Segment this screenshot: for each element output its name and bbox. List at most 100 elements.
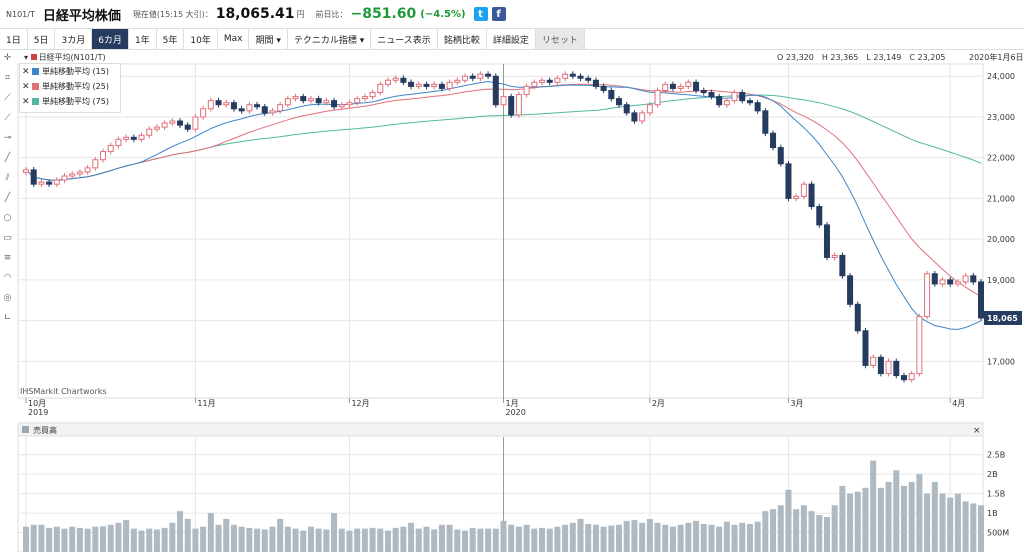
channel-icon[interactable]: ⫽ (5, 173, 10, 183)
candle-body (223, 102, 230, 106)
volume-bar (169, 522, 176, 552)
candle-body (739, 92, 746, 102)
volume-bar (53, 526, 60, 552)
prev-day-label: 前日比： (315, 9, 348, 19)
toolbar-item[interactable]: テクニカル指標 ▾ (288, 29, 372, 49)
legend-item[interactable]: ✕ 単純移動平均 (25) (20, 79, 120, 94)
toolbar-item[interactable]: 銘柄比較 (438, 29, 487, 49)
volume-bar (800, 505, 807, 552)
legend-label: 単純移動平均 (25) (42, 82, 109, 91)
volume-bar (400, 526, 407, 552)
x-tick-label: 10月 (28, 399, 46, 408)
volume-bar (785, 489, 792, 552)
last-price-label: 18,065 (987, 314, 1018, 323)
volume-bar (331, 513, 338, 552)
candle-body (261, 106, 268, 114)
ring-icon[interactable]: ◎ (3, 293, 12, 303)
volume-bar (369, 527, 376, 552)
toolbar-item[interactable]: 3カ月 (55, 29, 93, 49)
toolbar-item[interactable]: Max (218, 29, 250, 49)
crosshair-icon[interactable]: ✛ (3, 53, 12, 63)
candle-body (546, 79, 553, 83)
price-change-percent: (−4.5%) (420, 8, 466, 20)
candle-body (508, 96, 515, 116)
volume-bar (793, 509, 800, 552)
candle-body (777, 147, 784, 165)
axis-icon[interactable]: ∟ (3, 313, 12, 323)
legend-item[interactable]: ✕ 単純移動平均 (15) (20, 64, 120, 79)
volume-bar (577, 518, 584, 552)
volume-bar (438, 524, 445, 552)
candle-body (823, 224, 830, 258)
candle-body (23, 169, 29, 173)
toolbar-item[interactable]: リセット (535, 29, 585, 49)
ray-icon[interactable]: ⟋ (4, 113, 11, 123)
toolbar-item[interactable]: 5年 (157, 29, 185, 49)
y-tick-label: 22,000 (987, 154, 1015, 163)
legend-label: 単純移動平均 (75) (42, 97, 109, 106)
rectangle-zoom-icon[interactable]: ⌗ (4, 73, 11, 83)
volume-bar (716, 526, 723, 552)
twitter-icon[interactable]: t (473, 7, 488, 21)
volume-bar (508, 524, 515, 552)
toolbar-item[interactable]: 5日 (28, 29, 56, 49)
rect-icon[interactable]: ▭ (3, 233, 12, 243)
candle-body (408, 81, 415, 87)
remove-indicator-icon[interactable]: ✕ (22, 96, 30, 107)
candle-body (723, 100, 730, 106)
candle-body (716, 96, 723, 106)
volume-close-icon[interactable]: × (973, 426, 981, 436)
candle-body (746, 100, 753, 104)
candle-body (646, 104, 653, 114)
volume-bar (392, 527, 399, 552)
remove-indicator-icon[interactable]: ✕ (22, 66, 30, 77)
chart-toolbar: 1日 5日 3カ月 6カ月 1年 5年 10年 Max 期間 ▾ テクニカル指標 ▾ ニュース表示銘… (0, 28, 1024, 50)
legend-swatch (32, 83, 39, 90)
drawing-tools: ✛ ⌗ ⟋ ⟋ ⊸ ╱ ⫽ ╱ ○ ▭ ≡ ◠ ◎ ∟ (0, 49, 15, 339)
horizontal-line-icon[interactable]: ⊸ (3, 133, 12, 143)
candle-body (862, 330, 869, 366)
volume-header-bar (17, 422, 984, 437)
toolbar-item[interactable]: 6カ月 (92, 29, 129, 49)
candle-body (392, 77, 399, 81)
toolbar-item[interactable]: 1年 (129, 29, 157, 49)
price-unit: 円 (296, 9, 305, 19)
candle-body (84, 167, 91, 173)
candle-body (947, 279, 954, 285)
toolbar-item[interactable]: ニュース表示 (371, 29, 438, 49)
circle-icon[interactable]: ○ (3, 213, 12, 223)
remove-indicator-icon[interactable]: ✕ (22, 81, 30, 92)
volume-bar (954, 493, 961, 552)
facebook-icon[interactable]: f (491, 7, 506, 21)
series-selector[interactable]: ▾ 日経平均(N101/T) (24, 53, 106, 62)
y-tick-label: 24,000 (987, 72, 1015, 81)
fibonacci-icon[interactable]: ≡ (3, 253, 12, 263)
volume-bar (454, 529, 461, 552)
candle-body (423, 83, 430, 87)
candle-body (446, 81, 453, 89)
candle-body (284, 98, 291, 106)
volume-bar (284, 526, 291, 552)
candle-body (307, 98, 314, 102)
toolbar-item[interactable]: 10年 (184, 29, 218, 49)
candle-body (854, 303, 861, 332)
line-tool-icon[interactable]: ╱ (4, 153, 11, 163)
y-tick-label: 17,000 (987, 357, 1015, 366)
toolbar-item[interactable]: 1日 (0, 29, 28, 49)
arc-icon[interactable]: ◠ (3, 273, 12, 283)
candle-body (461, 75, 468, 81)
volume-bar (238, 526, 245, 552)
toolbar-item[interactable]: 期間 ▾ (249, 29, 288, 49)
trendline-icon[interactable]: ⟋ (4, 93, 11, 103)
toolbar-item[interactable]: 詳細設定 (487, 29, 536, 49)
legend-item[interactable]: ✕ 単純移動平均 (75) (20, 94, 120, 109)
y-tick-label: 23,000 (987, 113, 1015, 122)
candle-body (831, 254, 838, 258)
volume-bar (92, 526, 99, 552)
segment-icon[interactable]: ╱ (4, 193, 11, 203)
candle-body (331, 100, 338, 108)
index-name: 日経平均株価 (42, 8, 121, 24)
candle-body (785, 163, 792, 199)
volume-bar (146, 528, 153, 552)
candle-body (315, 98, 322, 104)
